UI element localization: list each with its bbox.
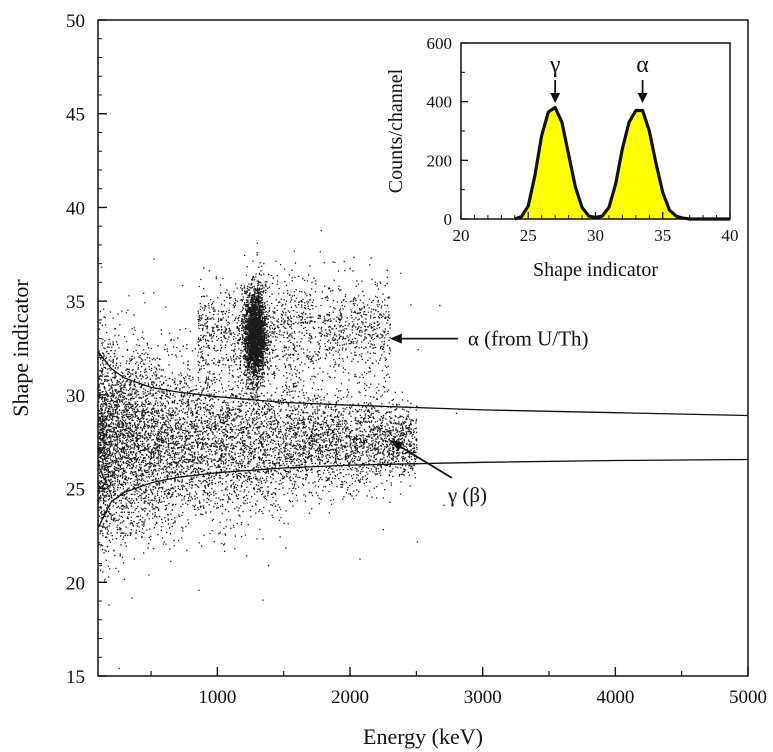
inset-y-axis-title: Counts/channel (385, 68, 407, 193)
x-tick-label: 5000 (729, 687, 767, 708)
inset-x-axis-ticks: 20 25 30 35 40 (453, 212, 739, 245)
y-tick-label: 30 (66, 386, 85, 407)
y-tick-label: 45 (66, 105, 85, 126)
inset-y-tick-label: 400 (427, 93, 453, 112)
inset-y-tick-label: 0 (444, 210, 453, 229)
histogram-outline (514, 105, 730, 221)
gamma-arrow-head (389, 439, 404, 451)
x-tick-label: 4000 (596, 687, 634, 708)
inset-x-tick-label: 40 (722, 226, 739, 245)
peak-label: γ (549, 52, 561, 78)
peak-arrow-head (550, 93, 561, 103)
y-axis-title: Shape indicator (8, 279, 33, 417)
peak-arrow-head (637, 93, 648, 103)
boundary-curves (97, 351, 749, 529)
annotations: α (from U/Th) γ (β) (389, 327, 589, 507)
boundary-curve-lower (97, 458, 749, 529)
y-tick-label: 25 (66, 480, 85, 501)
y-axis-ticks: 15 20 25 30 35 40 45 50 (66, 11, 107, 688)
inset-x-axis-title: Shape indicator (533, 259, 658, 281)
boundary-curve-upper (97, 351, 749, 417)
inset-y-axis-ticks: 0 200 400 600 (427, 34, 468, 229)
main-plot-frame (97, 19, 749, 677)
inset-x-tick-label: 35 (654, 226, 671, 245)
y-tick-label: 20 (66, 573, 85, 594)
x-tick-label: 3000 (464, 687, 502, 708)
alpha-arrow-head (389, 333, 402, 344)
y-tick-label: 50 (66, 11, 85, 32)
peak-label: α (636, 52, 649, 78)
inset-y-tick-label: 600 (427, 34, 453, 53)
inset-y-tick-label: 200 (427, 151, 453, 170)
inset-x-tick-label: 20 (453, 226, 470, 245)
alpha-annotation: α (from U/Th) (468, 327, 589, 351)
x-axis-title: Energy (keV) (363, 724, 483, 749)
x-tick-label: 1000 (198, 687, 236, 708)
x-tick-label: 2000 (331, 687, 369, 708)
y-tick-label: 40 (66, 198, 85, 219)
gamma-annotation: γ (β) (447, 483, 487, 507)
gamma-arrow (395, 443, 453, 479)
histogram-area (514, 107, 730, 219)
inset-background (461, 43, 730, 219)
x-axis-ticks: 1000 2000 3000 4000 5000 (150, 667, 767, 708)
inset-plot: 20 25 30 35 40 0 200 400 600 Shape indicator Co… (385, 34, 739, 281)
y-tick-label: 15 (66, 667, 85, 688)
inset-x-tick-label: 30 (587, 226, 604, 245)
event-points (98, 230, 458, 670)
scatter-points (98, 230, 458, 670)
inset-x-tick-label: 25 (520, 226, 537, 245)
y-tick-label: 35 (66, 292, 85, 313)
